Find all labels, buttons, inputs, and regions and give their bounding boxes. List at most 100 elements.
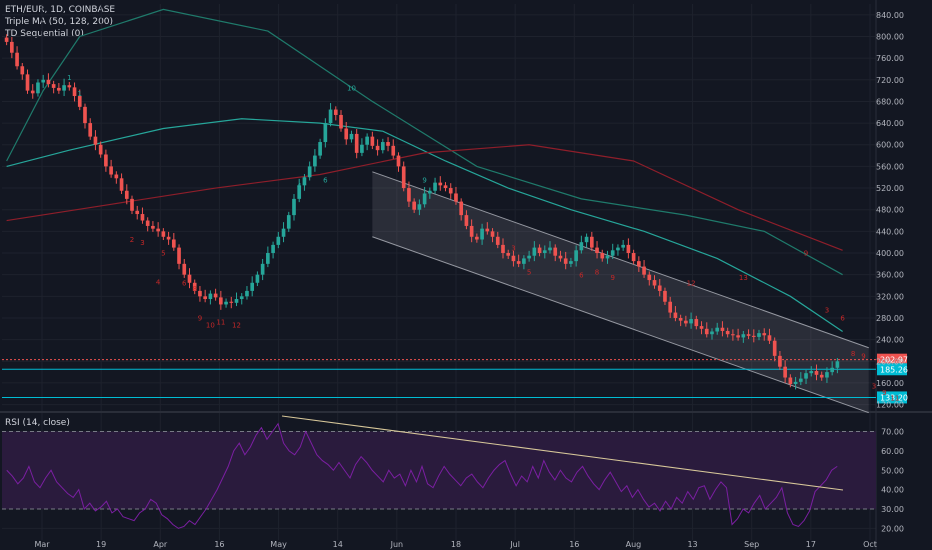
td-label: 3 <box>872 382 876 390</box>
candle-body <box>161 231 166 237</box>
time-tick-label: 17 <box>806 540 816 549</box>
td-label: 6 <box>840 315 845 323</box>
candle-body <box>88 123 93 137</box>
candle-body <box>67 85 72 88</box>
price-tick-label: 160.00 <box>876 379 904 388</box>
time-axis[interactable]: Mar 19 Apr 16 May 14 Jun 18 Jul 16 Aug 13 Sep 17 Oct <box>34 540 876 549</box>
candle-body <box>156 228 160 232</box>
td-label: 9 <box>422 177 426 185</box>
price-tick-label: 720.00 <box>876 76 904 85</box>
candle-body <box>454 193 458 202</box>
time-tick-label: 18 <box>451 540 461 549</box>
td-label: 11 <box>890 394 899 402</box>
candle-body <box>422 193 427 205</box>
channel-fill <box>372 171 869 413</box>
candle-body <box>506 253 511 256</box>
candle-body <box>98 144 103 155</box>
candle-body <box>762 333 767 336</box>
candle-body <box>542 250 547 254</box>
td-label: 9 <box>861 353 865 361</box>
td-label: 4 <box>156 278 161 286</box>
candle-body <box>657 285 662 291</box>
td-label: 3 <box>511 244 515 252</box>
td-legend[interactable]: TD Sequential (0) <box>5 29 84 39</box>
candle-body <box>459 201 464 216</box>
candle-body <box>114 174 119 179</box>
level-tag-label: 133.20 <box>880 393 908 402</box>
candle-body <box>4 37 9 42</box>
candle-body <box>485 228 490 232</box>
rsi-legend[interactable]: RSI (14, close) <box>5 418 70 428</box>
td-label: 10 <box>206 322 215 330</box>
candle-body <box>835 361 840 368</box>
candle-body <box>516 261 521 264</box>
candle-body <box>642 266 646 275</box>
candle-body <box>208 293 213 300</box>
price-tick-label: 480.00 <box>876 206 904 215</box>
time-tick-label: 14 <box>333 540 343 549</box>
candle-body <box>360 144 364 153</box>
ma-legend[interactable]: Triple MA (50, 128, 200) <box>5 17 114 27</box>
candle-body <box>171 239 176 248</box>
candle-body <box>626 244 631 254</box>
trend-channel[interactable] <box>372 171 869 414</box>
rsi-tick-label: 30.00 <box>881 505 904 514</box>
candle-body <box>464 215 469 226</box>
price-tick-label: 560.00 <box>876 162 904 171</box>
candle-body <box>255 274 260 283</box>
td-label: 9 <box>804 250 808 258</box>
candle-body <box>480 228 484 240</box>
candle-body <box>62 85 66 91</box>
candle-body <box>104 154 108 167</box>
candle-body <box>271 244 275 254</box>
candle-body <box>490 231 495 237</box>
candle-body <box>715 327 720 332</box>
candle-body <box>819 374 824 378</box>
candle-body <box>433 182 437 191</box>
time-tick-label: Sep <box>744 540 759 549</box>
candle-body <box>339 114 343 129</box>
candle-body <box>689 319 693 324</box>
candle-body <box>386 142 390 146</box>
price-tick-label: 240.00 <box>876 336 904 345</box>
td-label: 11 <box>216 318 225 326</box>
candle-body <box>370 136 375 146</box>
candle-body <box>511 255 516 262</box>
price-tick-label: 360.00 <box>876 271 904 280</box>
candle-body <box>25 74 30 91</box>
candle-body <box>579 242 584 251</box>
candle-body <box>469 225 474 237</box>
candle-body <box>417 204 422 210</box>
candle-body <box>323 123 328 143</box>
candle-body <box>652 280 657 286</box>
candle-body <box>203 296 207 300</box>
symbol-legend[interactable]: ETH/EUR, 1D, COINBASE <box>5 5 116 15</box>
candle-body <box>537 247 542 254</box>
candle-body <box>725 330 730 335</box>
candle-body <box>365 136 369 145</box>
price-tick-label: 760.00 <box>876 54 904 63</box>
time-tick-label: May <box>270 540 287 549</box>
candle-body <box>276 236 281 245</box>
td-label: 6 <box>579 271 584 279</box>
rsi-tick-label: 50.00 <box>881 466 904 475</box>
candle-body <box>584 236 589 243</box>
candle-body <box>532 247 537 256</box>
price-tick-label: 600.00 <box>876 141 904 150</box>
td-label: 4 <box>297 182 302 190</box>
channel-lower-line <box>372 236 869 414</box>
candle-body <box>553 247 558 256</box>
candle-body <box>558 255 563 259</box>
td-label: 2 <box>130 236 134 244</box>
price-tick-label: 440.00 <box>876 227 904 236</box>
price-tick-label: 680.00 <box>876 97 904 106</box>
rsi-tick-label: 70.00 <box>881 428 904 437</box>
level-tag-bg <box>877 391 907 404</box>
price-axis[interactable]: 120.00 160.00 200.00 240.00 280.00 320.00 360.… <box>876 11 904 534</box>
time-tick-label: Aug <box>626 540 642 549</box>
td-label: 6 <box>182 279 187 287</box>
moving-averages <box>6 8 843 333</box>
candle-body <box>130 198 134 211</box>
